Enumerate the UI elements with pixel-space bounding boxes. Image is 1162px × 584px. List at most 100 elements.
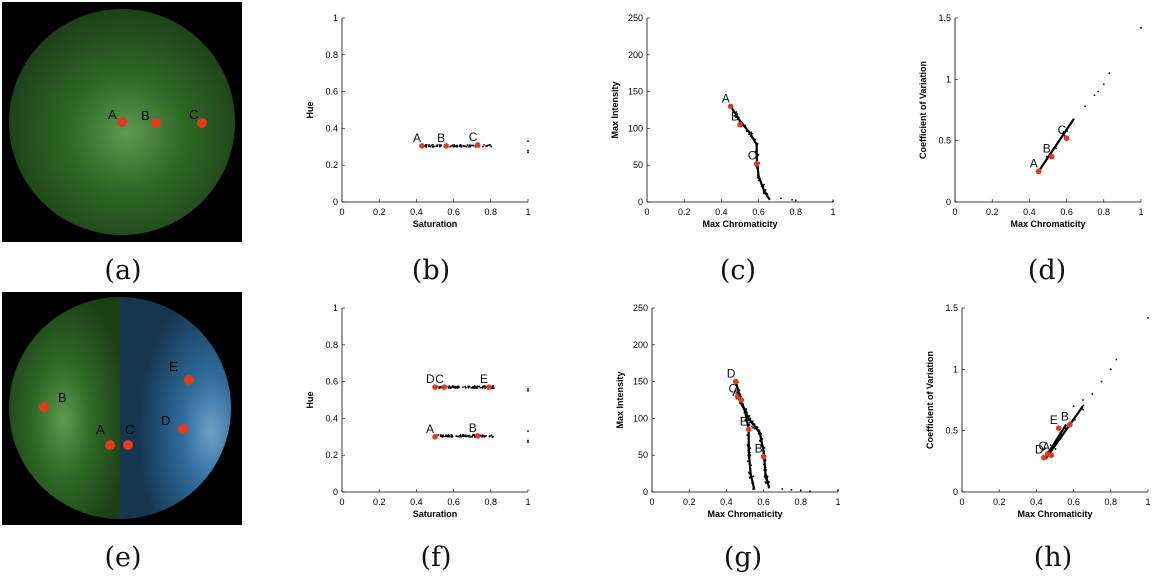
data-point: [490, 145, 493, 148]
marker-e: [1055, 425, 1062, 432]
y-tick-label: 0.6: [325, 377, 338, 387]
data-point: [1055, 147, 1058, 150]
marker-label-a: A: [722, 91, 730, 105]
data-point: [433, 145, 435, 148]
data-curve: [736, 395, 756, 491]
y-tick-label: 0.5: [945, 426, 958, 436]
data-point: [763, 183, 765, 186]
marker-e: [745, 426, 752, 433]
data-point: [477, 385, 480, 388]
marker-d: [432, 384, 438, 390]
data-point: [479, 386, 482, 389]
marker-c: [441, 384, 448, 390]
marker-label-a: A: [1030, 156, 1038, 170]
data-point: [791, 198, 793, 201]
x-axis-label: Saturation: [413, 219, 458, 229]
data-point: [440, 434, 442, 436]
data-point: [466, 144, 469, 147]
data-point: [451, 145, 454, 148]
marker-label-c: C: [729, 381, 738, 395]
marker-label-d: D: [1035, 443, 1044, 457]
data-point: [470, 435, 473, 438]
data-point: [468, 144, 471, 147]
x-tick-label: 0.2: [683, 497, 696, 507]
photo-point-b: [151, 118, 161, 128]
x-tick-label: 0.6: [1060, 207, 1073, 217]
data-point: [453, 386, 456, 388]
data-point: [470, 387, 473, 389]
x-tick-label: 0: [339, 207, 344, 217]
y-tick-label: 0: [643, 487, 648, 497]
caption-g: (g): [723, 542, 763, 573]
x-tick-label: 0.2: [373, 497, 386, 507]
y-tick-label: 0.5: [938, 136, 951, 146]
photo-point-c: [197, 118, 207, 128]
y-tick-label: 0: [333, 487, 338, 497]
data-point: [439, 386, 442, 389]
data-point: [527, 151, 529, 154]
x-tick-label: 1: [525, 497, 530, 507]
y-tick-label: 200: [628, 50, 643, 60]
x-tick-label: 0: [952, 207, 957, 217]
marker-c: [1063, 135, 1070, 142]
data-point: [1082, 404, 1085, 407]
data-point: [464, 385, 466, 388]
y-tick-label: 1: [333, 303, 338, 313]
data-point: [481, 387, 484, 389]
data-point: [1072, 405, 1075, 408]
photo-point-c: [123, 440, 133, 450]
marker-e: [486, 384, 492, 390]
data-point: [1109, 368, 1112, 371]
marker-b: [1067, 421, 1073, 428]
data-point: [424, 144, 427, 146]
x-tick-label: 0.4: [715, 207, 728, 217]
data-point: [436, 145, 439, 148]
data-point: [527, 389, 529, 392]
data-point: [1082, 399, 1084, 401]
data-point: [458, 145, 461, 147]
data-point: [527, 441, 529, 444]
chart-hue-saturation-f: 0 0.2 0.4 0.6 0.8 1 0 0.2 0.4 0.6 0.8 1 Saturation Hu…: [305, 300, 545, 532]
photo-point-label-b: B: [58, 390, 67, 405]
photo-point-label-b: B: [141, 108, 150, 123]
x-tick-label: 0.2: [678, 207, 691, 217]
x-axis-label: Max Chromaticity: [1017, 509, 1092, 519]
x-tick-label: 0: [644, 207, 649, 217]
x-tick-label: 0: [649, 497, 654, 507]
y-axis-label: Hue: [305, 101, 315, 118]
marker-label-c: C: [435, 372, 444, 386]
x-tick-label: 0.8: [790, 207, 803, 217]
y-tick-label: 150: [628, 87, 643, 97]
data-point: [441, 436, 444, 438]
data-point: [483, 435, 485, 437]
y-tick-label: 0: [638, 197, 643, 207]
x-tick-label: 1: [1145, 497, 1150, 507]
marker-b: [737, 121, 743, 128]
marker-c: [734, 393, 741, 400]
data-point: [456, 144, 459, 147]
y-tick-label: 0.6: [325, 87, 338, 97]
x-tick-label: 0.4: [720, 497, 733, 507]
x-tick-label: 0.2: [986, 207, 999, 217]
data-point: [746, 460, 749, 463]
y-tick-label: 100: [633, 413, 648, 423]
data-point: [481, 436, 484, 438]
marker-label-b: B: [437, 131, 445, 145]
data-point: [757, 153, 760, 156]
marker-b: [474, 433, 481, 439]
data-point: [458, 434, 461, 437]
x-tick-label: 0.6: [757, 497, 770, 507]
chart-variation-chromaticity-h: 0 0.2 0.4 0.6 0.8 1 0 0.5 1 1.5 Max Chromaticity Co…: [925, 300, 1162, 532]
data-point: [790, 488, 793, 491]
marker-label-d: D: [727, 367, 736, 381]
data-point: [444, 435, 446, 438]
marker-b: [1048, 153, 1055, 160]
data-point: [752, 475, 755, 478]
data-point: [464, 434, 467, 436]
photo-point-label-e: E: [169, 359, 178, 374]
data-point: [1093, 94, 1096, 97]
y-tick-label: 100: [628, 123, 643, 133]
x-tick-label: 0.6: [1067, 497, 1080, 507]
x-tick-label: 0.4: [410, 207, 423, 217]
data-point: [425, 145, 428, 148]
